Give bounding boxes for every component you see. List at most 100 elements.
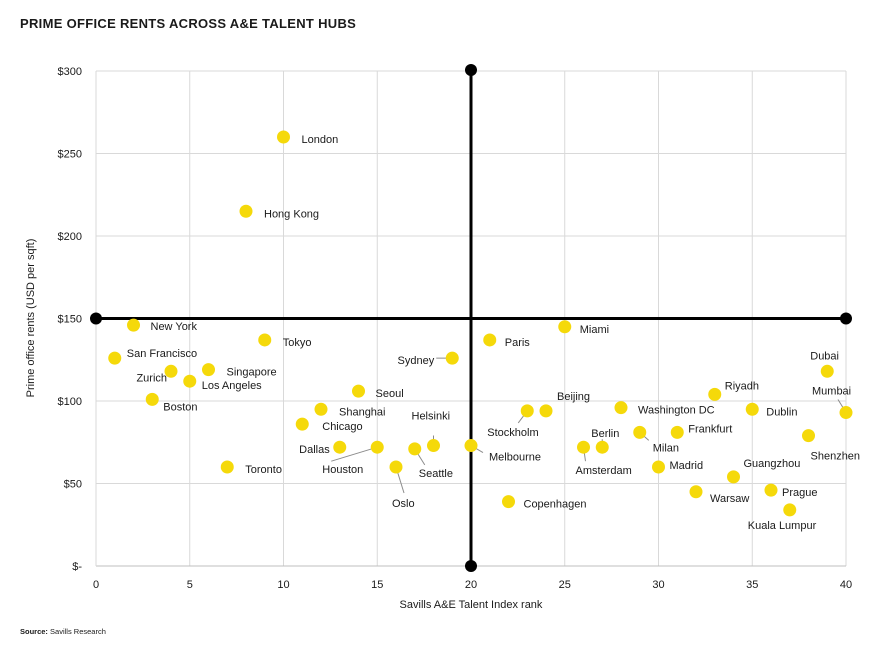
source-note: Source: Savills Research (20, 627, 106, 636)
data-point (558, 320, 572, 334)
data-point (595, 440, 609, 454)
y-tick-label: $100 (58, 396, 82, 408)
point-label: Mumbai (812, 386, 851, 398)
y-tick-label: $300 (58, 66, 82, 78)
data-point (520, 404, 534, 418)
point-label: Beijing (557, 391, 590, 403)
quadrant-line-endpoint (465, 64, 477, 76)
point-label: Singapore (227, 367, 277, 379)
y-tick-label: $250 (58, 149, 82, 161)
point-label: Helsinki (412, 411, 451, 423)
x-tick-label: 10 (277, 579, 289, 591)
point-label: Seoul (376, 388, 404, 400)
x-tick-label: 30 (652, 579, 664, 591)
point-label: Shanghai (339, 406, 386, 418)
data-point (277, 130, 290, 144)
point-label: Frankfurt (688, 423, 732, 435)
point-label: Berlin (591, 428, 619, 440)
data-point (370, 440, 384, 454)
quadrant-line-endpoint (465, 560, 477, 572)
point-label: Dubai (810, 350, 839, 362)
point-label: Chicago (322, 421, 362, 433)
point-label: Amsterdam (576, 465, 632, 477)
y-tick-label: $150 (58, 314, 82, 326)
x-axis-label: Savills A&E Talent Index rank (400, 599, 543, 611)
data-point (108, 351, 122, 365)
y-tick-label: $50 (64, 479, 82, 491)
data-point (839, 406, 853, 420)
data-point (708, 387, 722, 401)
point-label: Hong Kong (264, 208, 319, 220)
data-point (427, 439, 440, 453)
data-point (689, 485, 703, 499)
data-point (633, 425, 647, 439)
point-label: Houston (322, 464, 363, 476)
point-label: Oslo (392, 498, 415, 510)
data-point (389, 460, 403, 474)
leader-line (331, 446, 378, 462)
point-label: Boston (163, 401, 197, 413)
data-point (333, 440, 347, 454)
point-label: Riyadh (725, 380, 759, 392)
x-tick-label: 15 (371, 579, 383, 591)
point-label: Paris (505, 337, 531, 349)
source-label: Source: (20, 627, 48, 636)
data-point (483, 333, 497, 347)
data-point (652, 460, 665, 474)
point-label: Kuala Lumpur (748, 520, 817, 532)
data-point (145, 392, 159, 406)
data-point (614, 401, 628, 415)
point-label: Zurich (136, 372, 167, 384)
data-point (745, 402, 759, 416)
point-label: Prague (782, 487, 817, 499)
point-labels: London Hong Kong New York San Francisco Zuri… (127, 134, 860, 532)
data-point (239, 204, 253, 218)
point-label: Guangzhou (744, 458, 801, 470)
x-tick-label: 35 (746, 579, 758, 591)
data-point (295, 417, 309, 431)
quadrant-lines (90, 64, 852, 572)
point-label: Warsaw (710, 493, 749, 505)
x-tick-label: 5 (187, 579, 193, 591)
data-point (783, 503, 797, 517)
tick-labels: 0 5 10 15 20 25 30 35 40 $- $50 $100 $150 $200 $250 $30… (58, 66, 853, 591)
point-label: Miami (580, 324, 609, 336)
point-label: Toronto (245, 464, 282, 476)
y-axis-label: Prime office rents (USD per sqft) (25, 239, 37, 398)
point-label: Dublin (766, 406, 797, 418)
point-label: Tokyo (283, 337, 312, 349)
point-label: Seattle (419, 468, 453, 480)
data-point (408, 442, 422, 456)
data-point (314, 402, 328, 416)
x-tick-label: 20 (465, 579, 477, 591)
data-point (820, 364, 834, 378)
quadrant-line-endpoint (90, 312, 102, 325)
data-point (127, 318, 140, 332)
data-point (802, 429, 815, 443)
y-tick-label: $200 (58, 231, 82, 243)
point-label: London (302, 134, 339, 146)
data-point (539, 404, 553, 418)
point-label: Copenhagen (524, 499, 587, 511)
data-point (220, 460, 234, 474)
data-point (764, 483, 778, 497)
data-point (727, 470, 740, 484)
quadrant-line-endpoint (840, 312, 852, 325)
data-point (577, 440, 590, 454)
point-label: Madrid (670, 460, 704, 472)
data-point (502, 495, 515, 509)
point-label: San Francisco (127, 348, 197, 360)
data-point (352, 384, 365, 398)
data-point (445, 351, 459, 365)
point-label: Los Angeles (202, 380, 262, 392)
data-point (670, 425, 684, 439)
source-text: Savills Research (50, 627, 106, 636)
data-point (164, 364, 178, 378)
point-label: Milan (653, 442, 679, 454)
point-label: Washington DC (638, 405, 715, 417)
point-label: Melbourne (489, 452, 541, 464)
data-point (202, 363, 215, 377)
chart-title: PRIME OFFICE RENTS ACROSS A&E TALENT HUB… (20, 16, 357, 31)
point-label: Stockholm (487, 427, 538, 439)
